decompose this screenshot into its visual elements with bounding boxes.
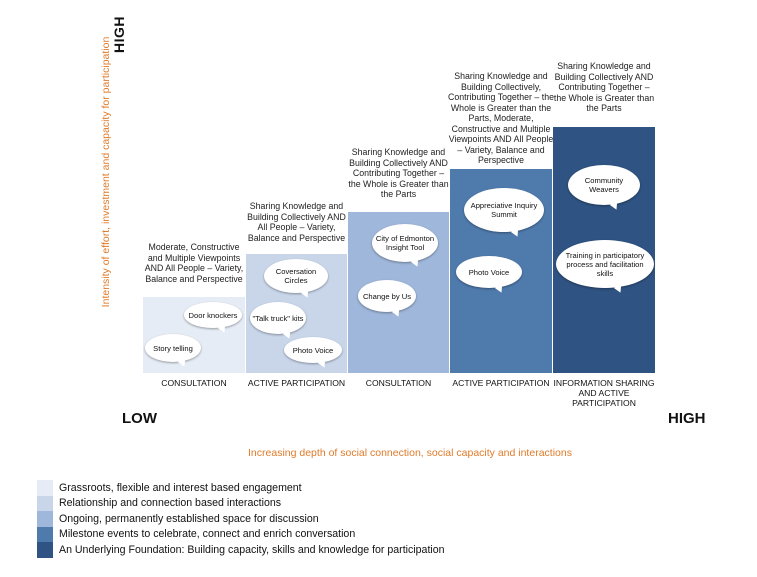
column-1-bubble-1: Door knockers bbox=[184, 302, 242, 328]
column-1-category: CONSULTATION bbox=[161, 378, 227, 388]
column-2-category: ACTIVE PARTICIPATION bbox=[247, 378, 346, 388]
column-5-category: INFORMATION SHARING AND ACTIVE PARTICIPA… bbox=[553, 378, 655, 408]
column-3-caption: Sharing Knowledge and Building Collectiv… bbox=[348, 147, 449, 199]
column-5-bubble-1: Community Weavers bbox=[568, 165, 640, 205]
column-2-bubble-2: "Talk truck" kits bbox=[250, 302, 306, 334]
column-4-bubble-1: Appreciative Inquiry Summit bbox=[464, 188, 544, 232]
legend-item-4: Milestone events to celebrate, connect a… bbox=[37, 526, 445, 542]
column-4-bubble-2: Photo Voice bbox=[456, 256, 522, 288]
legend-label-1: Grassroots, flexible and interest based … bbox=[59, 481, 302, 494]
column-5-caption: Sharing Knowledge and Building Collectiv… bbox=[553, 61, 655, 113]
legend-swatch-3 bbox=[37, 511, 53, 527]
legend-label-3: Ongoing, permanently established space f… bbox=[59, 512, 319, 525]
x-axis-low-label: LOW bbox=[122, 410, 157, 427]
x-axis-label: Increasing depth of social connection, s… bbox=[248, 447, 572, 459]
column-3-bubble-2: Change by Us bbox=[358, 280, 416, 312]
legend-label-2: Relationship and connection based intera… bbox=[59, 497, 282, 510]
y-axis-high-label: HIGH bbox=[111, 16, 127, 53]
column-1-caption: Moderate, Constructive and Multiple View… bbox=[144, 242, 244, 284]
legend-swatch-1 bbox=[37, 480, 53, 496]
column-3-category: CONSULTATION bbox=[365, 378, 432, 388]
legend-label-4: Milestone events to celebrate, connect a… bbox=[59, 528, 356, 541]
column-4-category: ACTIVE PARTICIPATION bbox=[452, 378, 550, 388]
column-2-caption: Sharing Knowledge and Building Collectiv… bbox=[247, 201, 346, 243]
column-1-bubble-2: Story telling bbox=[145, 334, 201, 362]
column-5-bubble-2: Training in participatory process and fa… bbox=[556, 240, 654, 288]
legend-swatch-4 bbox=[37, 526, 53, 542]
y-axis-label: Intensity of effort, investment and capa… bbox=[100, 36, 112, 308]
column-4-caption: Sharing Knowledge and Building Collectiv… bbox=[448, 71, 554, 165]
legend-swatch-2 bbox=[37, 495, 53, 511]
legend-item-2: Relationship and connection based intera… bbox=[37, 495, 445, 511]
legend-item-5: An Underlying Foundation: Building capac… bbox=[37, 542, 445, 558]
legend-label-5: An Underlying Foundation: Building capac… bbox=[59, 543, 445, 556]
legend: Grassroots, flexible and interest based … bbox=[37, 480, 445, 558]
legend-item-3: Ongoing, permanently established space f… bbox=[37, 511, 445, 527]
column-3-bubble-1: City of Edmonton Insight Tool bbox=[372, 224, 438, 262]
legend-swatch-5 bbox=[37, 542, 53, 558]
x-axis-high-label: HIGH bbox=[668, 410, 706, 427]
column-2-bubble-3: Photo Voice bbox=[284, 337, 342, 363]
column-2-bubble-1: Coversation Circles bbox=[264, 259, 328, 293]
legend-item-1: Grassroots, flexible and interest based … bbox=[37, 480, 445, 496]
